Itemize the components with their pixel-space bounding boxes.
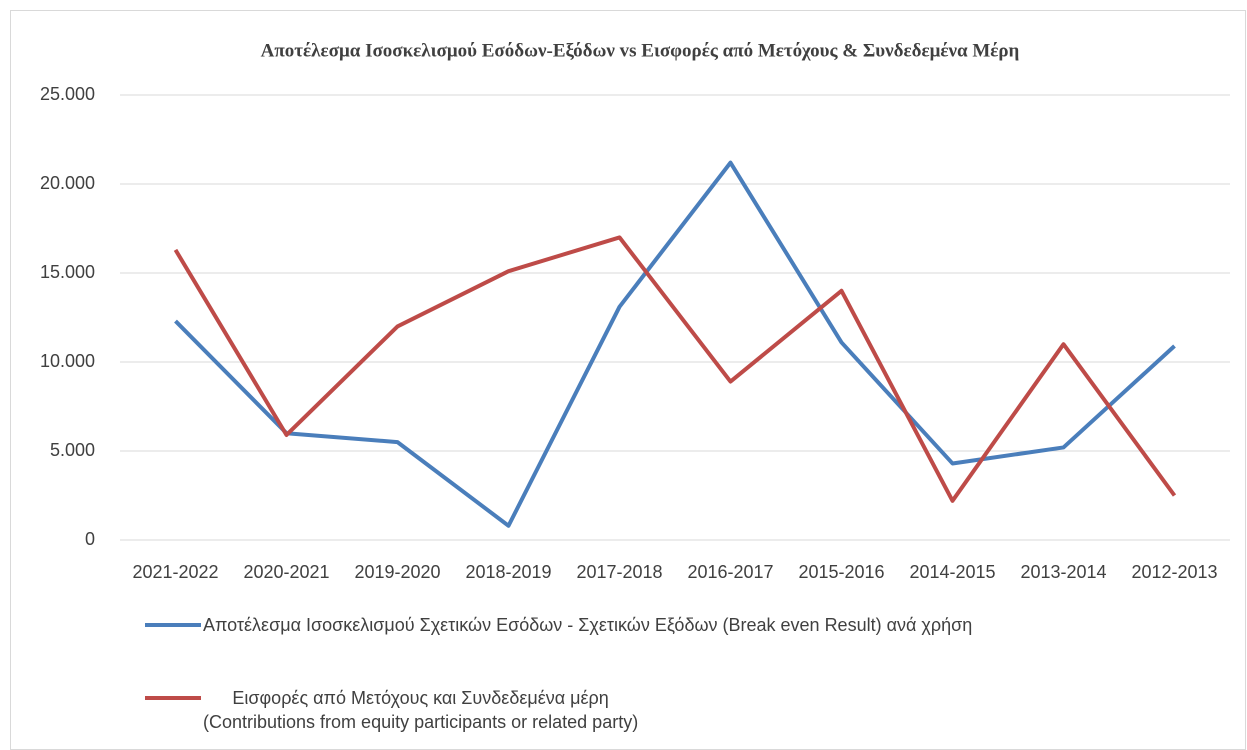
x-tick-label: 2019-2020 bbox=[354, 562, 440, 582]
y-tick-label: 5.000 bbox=[50, 440, 95, 460]
chart: Αποτέλεσμα Ισοσκελισμού Εσόδων-Εξόδων vs… bbox=[40, 40, 1230, 582]
series-line bbox=[173, 235, 1177, 503]
x-tick-label: 2016-2017 bbox=[687, 562, 773, 582]
x-tick-label: 2020-2021 bbox=[243, 562, 329, 582]
y-tick-label: 0 bbox=[85, 529, 95, 549]
y-tick-label: 15.000 bbox=[40, 262, 95, 282]
y-tick-label: 25.000 bbox=[40, 84, 95, 104]
chart-title: Αποτέλεσμα Ισοσκελισμού Εσόδων-Εξόδων vs… bbox=[261, 40, 1020, 61]
series-line bbox=[174, 160, 1176, 528]
x-tick-label: 2018-2019 bbox=[465, 562, 551, 582]
x-tick-label: 2015-2016 bbox=[798, 562, 884, 582]
x-tick-label: 2013-2014 bbox=[1020, 562, 1106, 582]
legend-label: Εισφορές από Μετόχους και Συνδεδεμένα μέ… bbox=[203, 688, 639, 732]
x-tick-label: 2012-2013 bbox=[1131, 562, 1217, 582]
y-tick-label: 20.000 bbox=[40, 173, 95, 193]
legend-label: Αποτέλεσμα Ισοσκελισμού Σχετικών Εσόδων … bbox=[203, 615, 973, 635]
legend-entry: Εισφορές από Μετόχους και Συνδεδεμένα μέ… bbox=[145, 686, 639, 734]
x-tick-label: 2017-2018 bbox=[576, 562, 662, 582]
legend-entry: Αποτέλεσμα Ισοσκελισμού Σχετικών Εσόδων … bbox=[145, 613, 973, 637]
legend-swatch bbox=[145, 623, 201, 627]
page: Αποτέλεσμα Ισοσκελισμού Εσόδων-Εξόδων vs… bbox=[10, 10, 1246, 750]
y-tick-label: 10.000 bbox=[40, 351, 95, 371]
x-tick-label: 2021-2022 bbox=[132, 562, 218, 582]
legend-swatch bbox=[145, 696, 201, 700]
x-tick-label: 2014-2015 bbox=[909, 562, 995, 582]
